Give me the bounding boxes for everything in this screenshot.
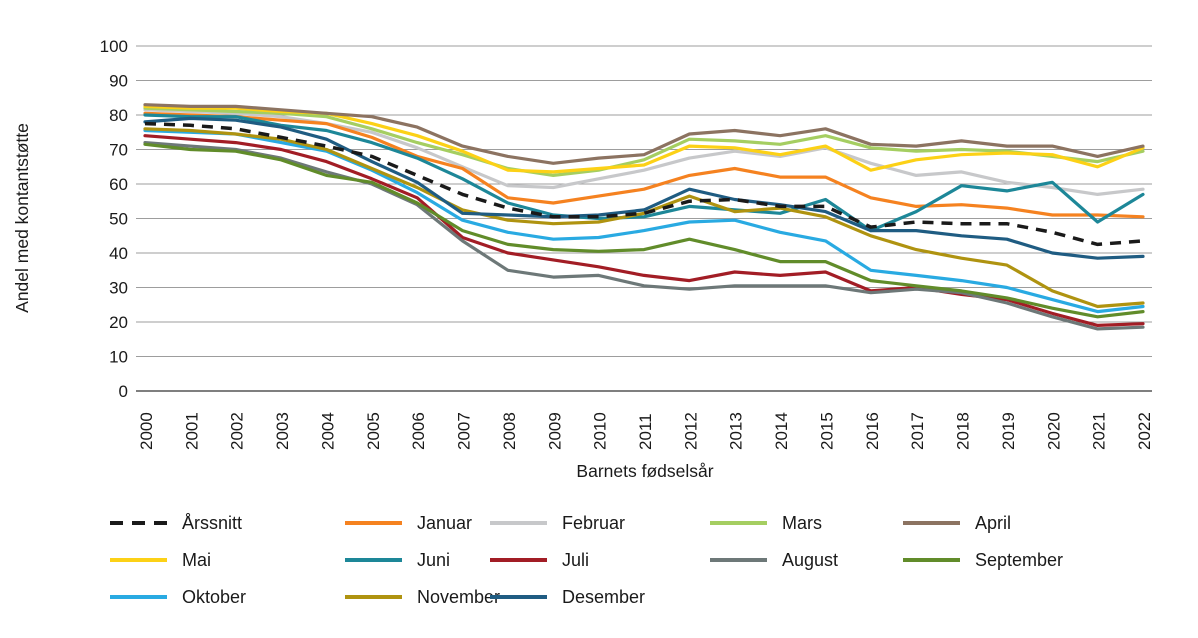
x-tick-label: 2003: [273, 412, 292, 450]
x-tick-label: 2020: [1044, 412, 1063, 450]
y-tick-label: 0: [119, 382, 128, 401]
gridlines: [136, 45, 1152, 392]
x-tick-label: 2017: [908, 412, 927, 450]
x-tick-label: 2000: [137, 412, 156, 450]
x-axis-tick-labels: 2000 2001 2002 2003 2004 2005 2006 2007 2008 2009…: [137, 412, 1154, 450]
x-tick-label: 2010: [591, 412, 610, 450]
series-line-desember: [143, 116, 1145, 260]
y-axis-title: Andel med kontantstøtte: [12, 123, 32, 313]
y-tick-label: 10: [109, 348, 128, 367]
series-line-januar: [143, 111, 1145, 219]
x-tick-label: 2021: [1090, 412, 1109, 450]
x-tick-label: 2013: [727, 412, 746, 450]
x-tick-label: 2007: [455, 412, 474, 450]
x-tick-label: 2004: [318, 412, 337, 450]
series-line-oktober: [143, 128, 1145, 314]
series-line-juni: [143, 113, 1145, 233]
series-line-mars: [143, 106, 1145, 177]
y-tick-label: 30: [109, 279, 128, 298]
x-tick-label: 2002: [228, 412, 247, 450]
x-tick-label: 2016: [863, 412, 882, 450]
x-tick-label: 2008: [500, 412, 519, 450]
x-tick-label: 2011: [636, 413, 655, 450]
y-tick-label: 80: [109, 106, 128, 125]
y-axis-tick-labels: 0 10 20 30 40 50 60 70 80 90 100: [100, 37, 128, 401]
x-tick-label: 2006: [409, 412, 428, 450]
x-tick-label: 2001: [182, 412, 201, 450]
x-tick-label: 2012: [681, 412, 700, 450]
y-tick-label: 100: [100, 37, 128, 56]
y-tick-label: 50: [109, 210, 128, 229]
x-tick-label: 2022: [1135, 412, 1154, 450]
series-lines: [143, 103, 1145, 331]
y-tick-label: 20: [109, 313, 128, 332]
x-tick-label: 2018: [954, 412, 973, 450]
y-tick-label: 70: [109, 141, 128, 160]
series-line-september: [143, 142, 1145, 319]
series-line-august: [143, 141, 1145, 331]
x-tick-label: 2009: [545, 412, 564, 450]
y-tick-label: 90: [109, 72, 128, 91]
x-tick-label: 2015: [817, 412, 836, 450]
series-line-november: [143, 127, 1145, 309]
x-tick-label: 2005: [364, 412, 383, 450]
y-tick-label: 40: [109, 244, 128, 263]
x-axis-title: Barnets fødselsår: [576, 461, 713, 481]
series-line-april: [143, 103, 1145, 165]
y-tick-label: 60: [109, 175, 128, 194]
x-tick-label: 2019: [999, 412, 1018, 450]
x-tick-label: 2014: [772, 412, 791, 450]
